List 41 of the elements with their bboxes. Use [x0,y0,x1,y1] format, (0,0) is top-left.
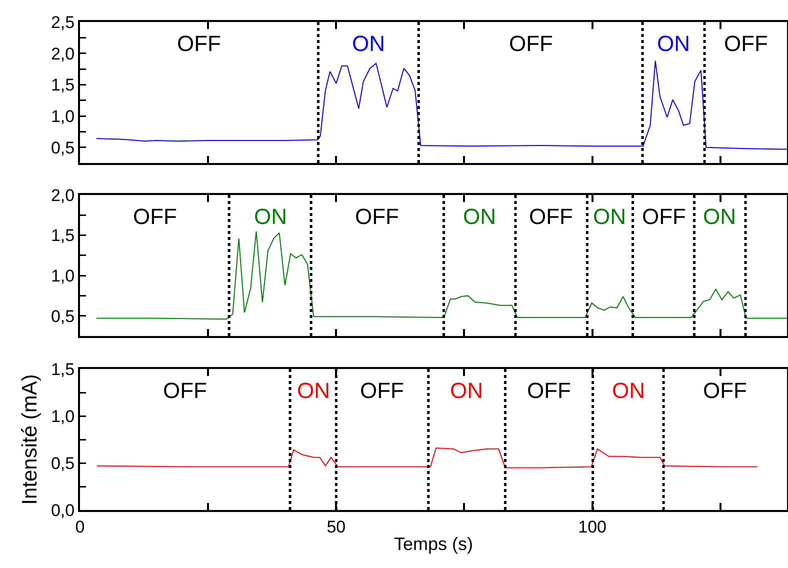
x-tick-label: 0 [75,517,85,536]
line-series [96,60,787,150]
y-tick-label: 1,5 [50,76,75,95]
annotation: ON [657,31,690,56]
y-tick-label: 0,5 [50,306,75,326]
x-tick-label: 100 [578,517,607,536]
x-axis-title: Temps (s) [394,534,474,554]
annotation: ON [254,204,287,229]
y-tick-label: 1,0 [50,406,75,426]
annotation: OFF [703,378,747,403]
annotation: ON [463,204,496,229]
y-tick-label: 0,0 [50,500,75,520]
y-tick-label: 1,5 [50,226,75,246]
annotation: OFF [529,204,573,229]
annotation: ON [450,378,483,403]
annotation: OFF [177,31,221,56]
annotation: OFF [642,204,686,229]
annotation: ON [297,378,330,403]
annotation: OFF [355,204,399,229]
annotation: OFF [527,378,571,403]
line-series [96,447,758,468]
y-tick-label: 1,5 [50,360,75,379]
y-tick-label: 1,0 [50,106,75,126]
y-tick-label: 0,5 [50,138,75,158]
annotation: OFF [509,31,553,56]
annotation: ON [612,378,645,403]
annotation: OFF [724,31,768,56]
annotation: ON [593,204,626,229]
y-tick-label: 0,5 [50,454,75,473]
y-tick-label: 2,0 [50,186,75,205]
y-tick-label: 1,0 [50,266,75,286]
annotation: ON [352,31,385,56]
y-tick-label: 2,5 [50,12,75,32]
y-tick-label: 2,0 [50,44,75,64]
line-series [96,230,787,320]
y-axis-title: Intensité (mA) [18,374,42,505]
annotation: OFF [360,378,404,403]
annotation: ON [703,204,736,229]
annotation: OFF [163,378,207,403]
annotation: OFF [133,204,177,229]
x-tick-label: 50 [326,517,346,536]
